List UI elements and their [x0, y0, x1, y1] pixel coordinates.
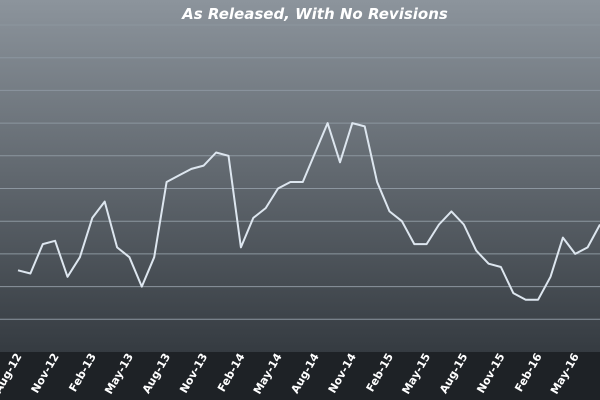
data-point — [375, 179, 380, 184]
data-point — [238, 245, 243, 250]
x-axis-band — [0, 352, 600, 400]
data-point — [152, 255, 157, 260]
data-point — [337, 160, 342, 165]
data-point — [300, 179, 305, 184]
data-point — [474, 248, 479, 253]
data-point — [585, 245, 590, 250]
chart-subtitle: As Released, With No Revisions — [181, 5, 448, 23]
data-point — [28, 271, 33, 276]
data-point — [276, 186, 281, 191]
data-point — [560, 235, 565, 240]
data-point — [16, 268, 21, 273]
data-point — [399, 219, 404, 224]
data-point — [313, 150, 318, 155]
data-point — [176, 173, 181, 178]
data-point — [523, 297, 528, 302]
data-point — [362, 124, 367, 129]
data-point — [201, 163, 206, 168]
data-point — [90, 215, 95, 220]
data-point — [189, 166, 194, 171]
data-point — [449, 209, 454, 214]
data-point — [511, 291, 516, 296]
data-point — [437, 222, 442, 227]
data-point — [77, 255, 82, 260]
data-point — [498, 264, 503, 269]
data-point — [214, 150, 219, 155]
data-point — [40, 242, 45, 247]
data-point — [115, 245, 120, 250]
data-point — [387, 209, 392, 214]
series-layer — [16, 121, 600, 302]
data-point — [412, 242, 417, 247]
data-point — [263, 206, 268, 211]
plot-background — [0, 0, 600, 352]
data-point — [102, 199, 107, 204]
data-point — [251, 215, 256, 220]
data-point — [226, 153, 231, 158]
data-point — [53, 238, 58, 243]
data-point — [350, 121, 355, 126]
data-point — [536, 297, 541, 302]
data-point — [288, 179, 293, 184]
data-point — [573, 251, 578, 256]
series-line — [17, 122, 600, 301]
data-point — [139, 284, 144, 289]
data-point — [548, 274, 553, 279]
data-point — [65, 274, 70, 279]
data-point — [164, 179, 169, 184]
data-point — [424, 242, 429, 247]
data-point — [325, 121, 330, 126]
data-point — [127, 255, 132, 260]
data-point — [486, 261, 491, 266]
data-point — [461, 222, 466, 227]
gridlines — [0, 24, 600, 320]
